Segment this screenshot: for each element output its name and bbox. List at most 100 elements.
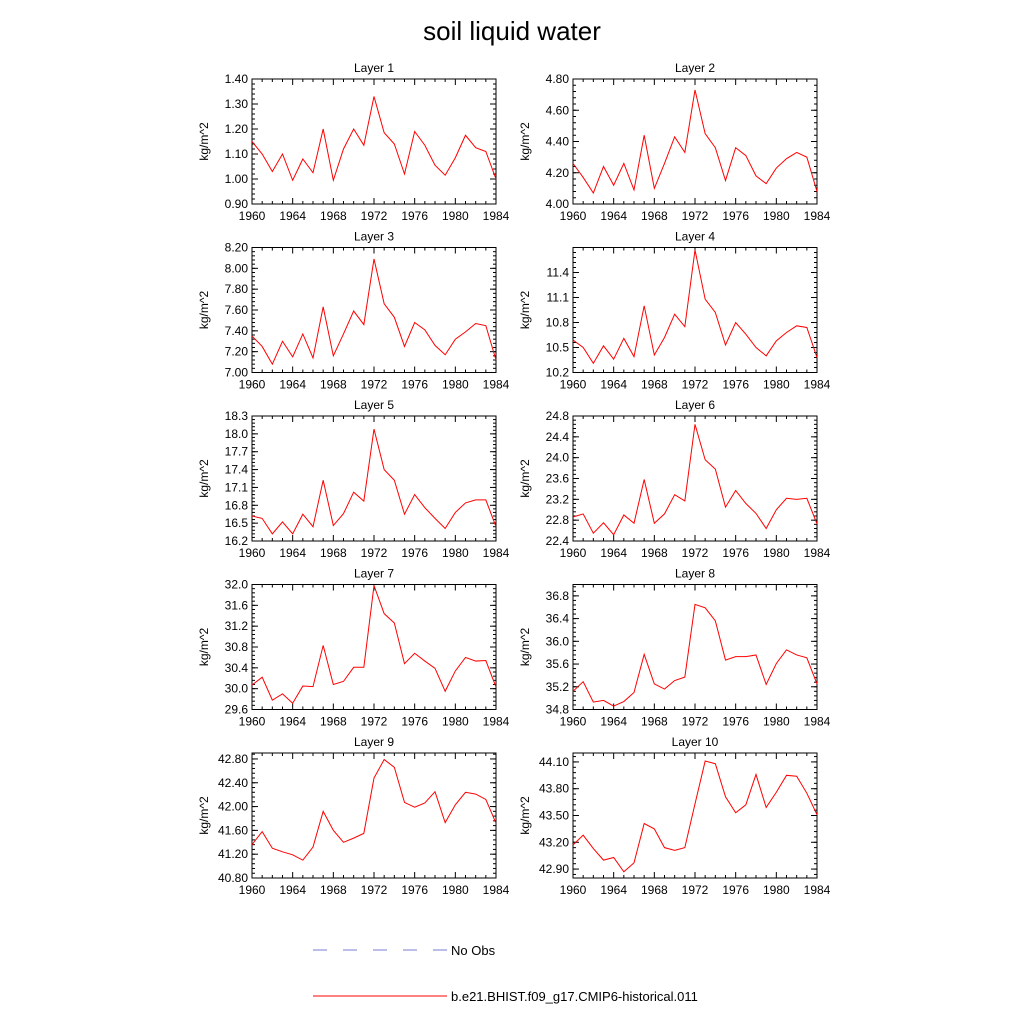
panel-title: Layer 1 bbox=[354, 61, 394, 75]
x-tick-label: 1984 bbox=[483, 546, 510, 560]
x-tick-label: 1980 bbox=[442, 378, 469, 392]
y-tick-label: 43.80 bbox=[539, 782, 569, 796]
y-tick-label: 40.80 bbox=[218, 871, 248, 885]
plot-frame bbox=[572, 752, 818, 879]
y-tick-label: 7.40 bbox=[225, 324, 249, 338]
y-axis-label: kg/m^2 bbox=[518, 628, 532, 667]
x-tick-label: 1976 bbox=[401, 209, 428, 223]
y-tick-label: 11.4 bbox=[547, 266, 570, 280]
x-tick-label: 1960 bbox=[239, 209, 266, 223]
y-axis-label: kg/m^2 bbox=[518, 122, 532, 161]
y-tick-label: 42.80 bbox=[218, 752, 248, 766]
panel-title: Layer 2 bbox=[675, 61, 715, 75]
x-tick-label: 1968 bbox=[320, 715, 347, 729]
panel-title: Layer 4 bbox=[675, 230, 715, 244]
y-tick-label: 1.40 bbox=[225, 72, 249, 86]
panel-layer-7: Layer 7 1960 1964 1968 1972 1976 1980 1984 29.6 3… bbox=[197, 567, 510, 729]
y-tick-label: 35.2 bbox=[546, 680, 570, 694]
y-axis-label: kg/m^2 bbox=[518, 291, 532, 330]
x-tick-label: 1984 bbox=[483, 378, 510, 392]
y-axis-label: kg/m^2 bbox=[518, 459, 532, 498]
y-tick-label: 43.20 bbox=[539, 835, 569, 849]
x-tick-label: 1960 bbox=[560, 378, 587, 392]
legend-obs-label: No Obs bbox=[451, 943, 496, 958]
x-tick-label: 1984 bbox=[804, 378, 831, 392]
y-tick-label: 31.6 bbox=[225, 598, 249, 612]
x-tick-label: 1964 bbox=[600, 209, 627, 223]
x-tick-label: 1980 bbox=[442, 715, 469, 729]
x-tick-label: 1972 bbox=[682, 715, 709, 729]
y-tick-label: 31.2 bbox=[225, 619, 249, 633]
x-tick-label: 1972 bbox=[682, 378, 709, 392]
x-tick-label: 1960 bbox=[239, 546, 266, 560]
y-tick-label: 8.00 bbox=[225, 261, 249, 275]
x-tick-label: 1964 bbox=[279, 546, 306, 560]
x-tick-label: 1980 bbox=[763, 209, 790, 223]
x-tick-label: 1964 bbox=[600, 715, 627, 729]
y-tick-label: 7.80 bbox=[225, 282, 249, 296]
x-tick-label: 1960 bbox=[560, 883, 587, 897]
x-tick-label: 1968 bbox=[641, 378, 668, 392]
y-tick-label: 24.0 bbox=[546, 451, 570, 465]
panel-title: Layer 6 bbox=[675, 398, 715, 412]
x-tick-label: 1968 bbox=[320, 546, 347, 560]
series-line bbox=[251, 96, 497, 183]
x-tick-label: 1964 bbox=[279, 209, 306, 223]
y-axis-label: kg/m^2 bbox=[197, 122, 211, 161]
x-tick-label: 1968 bbox=[320, 883, 347, 897]
panel-title: Layer 5 bbox=[354, 398, 394, 412]
panel-title: Layer 3 bbox=[354, 230, 394, 244]
series-line bbox=[572, 760, 818, 873]
y-tick-label: 1.30 bbox=[225, 97, 249, 111]
y-axis-label: kg/m^2 bbox=[197, 796, 211, 835]
y-tick-label: 10.8 bbox=[546, 316, 570, 330]
x-tick-label: 1972 bbox=[361, 209, 388, 223]
x-tick-label: 1964 bbox=[600, 546, 627, 560]
y-tick-label: 16.8 bbox=[225, 498, 249, 512]
x-tick-label: 1980 bbox=[763, 715, 790, 729]
plot-frame bbox=[572, 584, 818, 710]
series-line bbox=[251, 585, 497, 705]
y-tick-label: 4.80 bbox=[546, 72, 570, 86]
y-tick-label: 34.8 bbox=[546, 703, 570, 717]
y-tick-label: 42.40 bbox=[218, 776, 248, 790]
y-tick-label: 1.00 bbox=[225, 172, 249, 186]
y-tick-label: 42.90 bbox=[539, 862, 569, 876]
y-tick-label: 7.60 bbox=[225, 303, 249, 317]
x-tick-label: 1972 bbox=[361, 546, 388, 560]
y-tick-label: 23.6 bbox=[546, 472, 570, 486]
panel-title: Layer 9 bbox=[354, 735, 394, 749]
plot-frame bbox=[251, 415, 497, 542]
panel-layer-5: Layer 5 1960 1964 1968 1972 1976 1980 1984 16.2 1… bbox=[197, 398, 510, 560]
x-tick-label: 1960 bbox=[560, 209, 587, 223]
series-line bbox=[572, 424, 818, 536]
x-tick-label: 1980 bbox=[763, 378, 790, 392]
y-tick-label: 17.7 bbox=[225, 445, 249, 459]
panel-layer-1: Layer 1 1960 1964 1968 1972 1976 1980 1984 0.90 1… bbox=[197, 61, 510, 223]
x-tick-label: 1976 bbox=[401, 715, 428, 729]
y-tick-label: 41.20 bbox=[218, 847, 248, 861]
x-tick-label: 1984 bbox=[483, 715, 510, 729]
y-tick-label: 18.3 bbox=[225, 409, 249, 423]
y-axis-label: kg/m^2 bbox=[518, 796, 532, 835]
x-tick-label: 1980 bbox=[763, 546, 790, 560]
x-tick-label: 1972 bbox=[682, 546, 709, 560]
x-tick-label: 1980 bbox=[763, 883, 790, 897]
panel-layer-6: Layer 6 1960 1964 1968 1972 1976 1980 1984 22.4 2… bbox=[518, 398, 831, 560]
y-tick-label: 36.0 bbox=[546, 634, 570, 648]
y-tick-label: 16.2 bbox=[225, 534, 249, 548]
y-tick-label: 18.0 bbox=[225, 427, 249, 441]
y-tick-label: 24.8 bbox=[546, 409, 570, 423]
x-tick-label: 1984 bbox=[804, 883, 831, 897]
plot-frame bbox=[572, 78, 818, 205]
panel-title: Layer 8 bbox=[675, 567, 715, 581]
y-tick-label: 42.00 bbox=[218, 800, 248, 814]
x-tick-label: 1984 bbox=[483, 209, 510, 223]
y-tick-label: 4.60 bbox=[546, 103, 570, 117]
y-tick-label: 36.4 bbox=[546, 612, 570, 626]
y-tick-label: 1.10 bbox=[225, 147, 249, 161]
plot-frame bbox=[251, 752, 497, 879]
y-tick-label: 24.4 bbox=[546, 430, 570, 444]
y-tick-label: 17.4 bbox=[225, 463, 249, 477]
